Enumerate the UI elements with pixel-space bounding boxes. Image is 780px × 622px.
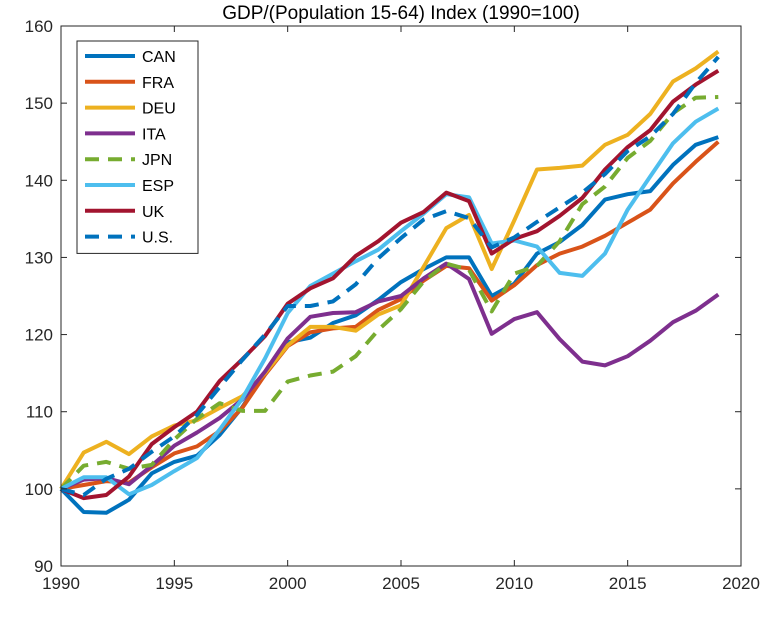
series-line-uk (60, 68, 720, 501)
legend-label: CAN (142, 49, 176, 66)
x-tick-label: 2000 (269, 574, 307, 593)
y-tick-label: 110 (26, 403, 53, 422)
series-line-jpn (59, 95, 719, 491)
legend-label: UK (142, 204, 165, 221)
legend-label: DEU (142, 101, 176, 118)
series-line-us (60, 55, 720, 497)
legend-label: JPN (142, 152, 172, 169)
x-tick-label: 1995 (155, 574, 193, 593)
legend-label: ESP (142, 178, 174, 195)
legend-box (76, 40, 199, 254)
legend-label: ITA (142, 126, 166, 143)
x-tick-label: 2005 (382, 574, 420, 593)
x-tick-label: 2010 (495, 574, 533, 593)
chart-title: GDP/(Population 15-64) Index (1990=100) (222, 3, 580, 24)
y-tick-label: 100 (25, 480, 53, 499)
series-line-ita (60, 261, 720, 491)
series-line-deu (59, 49, 720, 490)
y-tick-label: 130 (25, 248, 53, 267)
y-tick-label: 150 (25, 94, 53, 113)
x-tick-label: 2020 (722, 574, 760, 593)
y-tick-label: 90 (34, 557, 53, 576)
y-axis: 90 100 110 120 130 140 150 160 (25, 17, 741, 576)
legend: CAN FRA DEU ITA JPN ESP UK U.S. (76, 40, 199, 254)
x-axis: 1990 1995 2000 2005 2010 2015 2020 (42, 26, 760, 593)
y-tick-label: 160 (25, 17, 53, 36)
x-tick-label: 2015 (609, 574, 647, 593)
series-layer (59, 49, 720, 515)
x-tick-label: 1990 (42, 574, 80, 593)
series-line-esp (60, 106, 720, 497)
legend-label: FRA (142, 75, 174, 92)
series-line-fra (60, 140, 720, 491)
legend-label: U.S. (142, 230, 173, 247)
y-tick-label: 120 (25, 326, 53, 345)
y-tick-label: 140 (25, 171, 53, 190)
series-line-can (59, 135, 719, 515)
